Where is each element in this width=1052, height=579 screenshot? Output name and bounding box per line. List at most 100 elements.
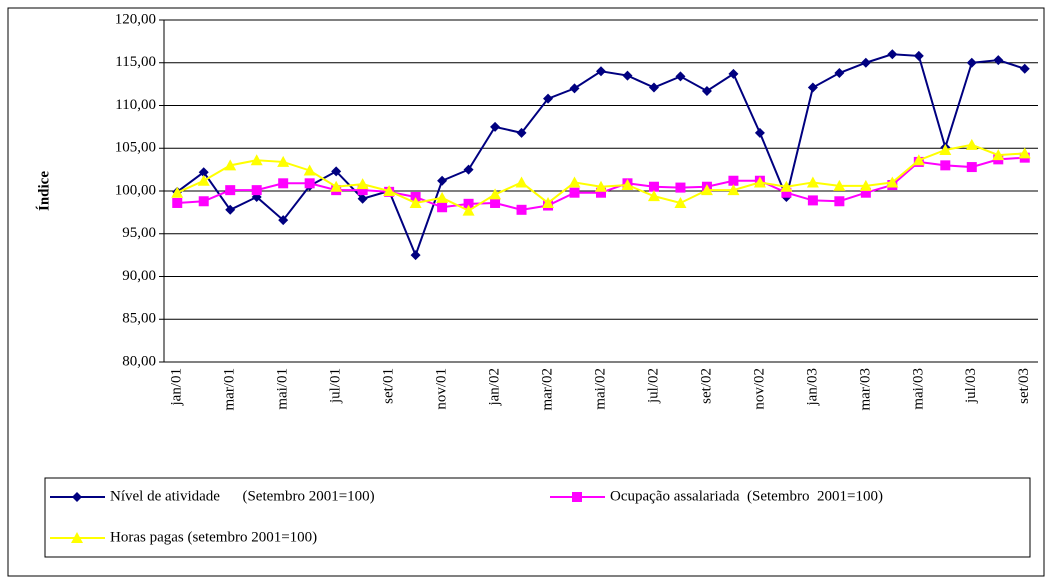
marker-triangle [489, 188, 502, 200]
x-tick-label: mai/02 [592, 368, 608, 410]
x-tick-label: set/01 [381, 368, 397, 404]
x-tick-label: set/03 [1016, 368, 1032, 404]
marker-triangle [753, 176, 766, 188]
x-tick-label: nov/02 [751, 368, 767, 410]
marker-diamond [278, 215, 289, 226]
y-tick-label: 90,00 [122, 268, 156, 284]
marker-square [781, 187, 792, 198]
marker-square [357, 185, 368, 196]
marker-triangle [700, 184, 713, 196]
marker-diamond [410, 250, 421, 261]
marker-diamond [1019, 63, 1030, 74]
y-tick-label: 115,00 [115, 54, 156, 70]
marker-square [251, 185, 262, 196]
x-tick-label: mai/01 [275, 368, 291, 410]
marker-triangle [595, 180, 607, 192]
marker-square [463, 198, 474, 209]
marker-square [807, 195, 818, 206]
marker-triangle [356, 178, 369, 190]
marker-triangle [780, 180, 793, 192]
marker-square [675, 182, 686, 193]
marker-triangle [727, 184, 740, 196]
marker-diamond [648, 82, 659, 93]
marker-diamond [993, 55, 1004, 66]
marker-square [225, 185, 236, 196]
marker-diamond [543, 93, 554, 104]
marker-diamond [807, 82, 818, 93]
marker-triangle [647, 190, 660, 202]
marker-square [437, 202, 448, 213]
marker-diamond [728, 68, 739, 79]
marker-square [860, 187, 871, 198]
marker-diamond [72, 492, 82, 502]
y-tick-label: 110,00 [115, 97, 156, 113]
marker-triangle [224, 159, 237, 171]
x-tick-label: set/02 [698, 368, 714, 404]
marker-triangle [1018, 147, 1031, 159]
x-tick-label: mar/01 [222, 368, 238, 411]
marker-diamond [622, 70, 633, 81]
legend-label: Ocupação assalariada (Setembro 2001=100) [610, 488, 883, 504]
marker-square [648, 181, 659, 192]
marker-triangle [542, 196, 555, 208]
marker-triangle [674, 196, 687, 208]
x-tick-label: mar/02 [539, 368, 555, 411]
marker-diamond [331, 166, 342, 177]
x-tick-label: jan/01 [169, 368, 185, 407]
marker-triangle [833, 179, 846, 191]
marker-triangle [171, 186, 184, 198]
x-tick-label: jan/03 [804, 368, 820, 407]
marker-diamond [437, 175, 448, 186]
marker-diamond [463, 164, 474, 175]
marker-diamond [754, 127, 765, 138]
marker-square [966, 162, 977, 173]
legend-label: Horas pagas (setembro 2001=100) [110, 529, 317, 545]
marker-triangle [886, 176, 899, 188]
marker-square [569, 187, 580, 198]
y-tick-label: 95,00 [122, 225, 156, 241]
marker-triangle [436, 191, 449, 203]
legend-label: Nível de atividade (Setembro 2001=100) [110, 488, 375, 504]
marker-square [198, 196, 209, 207]
legend-box [44, 477, 1031, 558]
marker-diamond [357, 193, 368, 204]
marker-triangle [71, 532, 83, 543]
x-tick-label: jan/02 [486, 368, 502, 407]
marker-triangle [277, 155, 290, 167]
marker-diamond [225, 204, 236, 215]
marker-diamond [198, 167, 209, 178]
marker-square [278, 178, 289, 189]
marker-square [834, 196, 845, 207]
marker-triangle [383, 185, 396, 196]
marker-diamond [596, 66, 606, 77]
marker-triangle [912, 154, 925, 166]
marker-triangle [621, 179, 634, 191]
marker-square [516, 204, 527, 215]
marker-square [728, 175, 739, 186]
marker-triangle [303, 164, 316, 176]
marker-square [572, 492, 582, 502]
y-tick-label: 105,00 [115, 140, 156, 156]
marker-diamond [675, 71, 686, 82]
y-tick-label: 80,00 [122, 353, 156, 369]
x-tick-label: jul/03 [963, 368, 979, 404]
marker-diamond [701, 85, 712, 96]
x-tick-label: jul/01 [328, 368, 344, 404]
marker-diamond [966, 57, 977, 68]
marker-triangle [330, 180, 343, 192]
marker-diamond [834, 68, 845, 79]
marker-diamond [887, 49, 898, 60]
marker-diamond [913, 50, 924, 61]
marker-square [596, 187, 606, 198]
x-tick-label: mai/03 [910, 368, 926, 410]
x-tick-label: nov/01 [434, 368, 450, 410]
marker-square [172, 197, 183, 208]
marker-triangle [965, 138, 978, 150]
marker-triangle [859, 179, 872, 191]
marker-diamond [516, 127, 527, 138]
y-tick-label: 100,00 [115, 182, 156, 198]
x-tick-label: mar/03 [857, 368, 873, 411]
marker-diamond [569, 83, 580, 94]
marker-diamond [490, 121, 501, 132]
